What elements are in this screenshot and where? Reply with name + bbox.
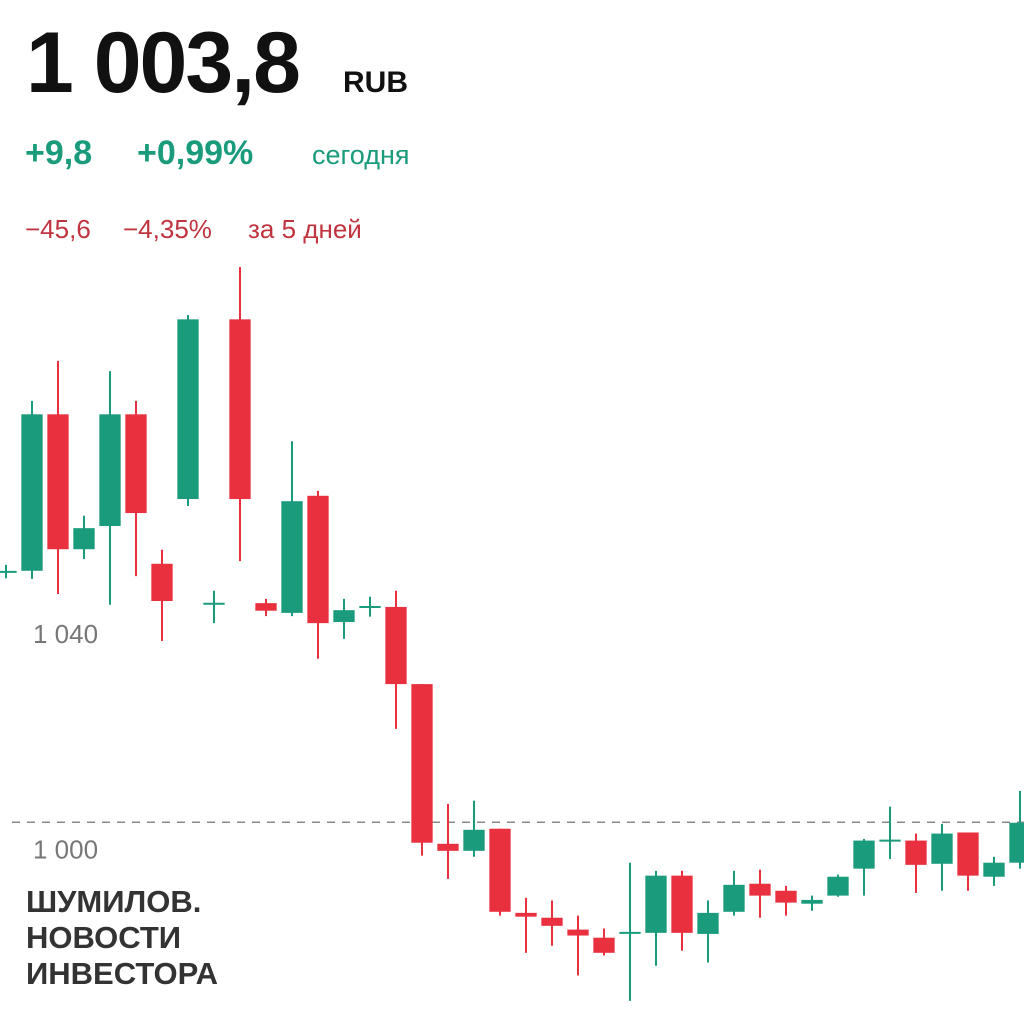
today-change-pct: +0,99%	[137, 134, 253, 172]
candle-body	[255, 603, 277, 611]
candle-body	[489, 828, 511, 912]
candle-body	[697, 912, 719, 934]
candle-body	[645, 875, 667, 933]
candle-body	[281, 501, 303, 613]
candle-body	[671, 875, 693, 933]
candle-body	[983, 862, 1005, 877]
candle-body	[21, 414, 43, 571]
candle-body	[99, 414, 121, 527]
candle-body	[151, 563, 173, 602]
plot: 1 040 1 000	[0, 267, 1024, 1001]
candle-body	[801, 899, 823, 904]
candle-body	[541, 917, 563, 926]
candle-body	[1009, 822, 1024, 863]
watermark-line: ШУМИЛОВ.	[26, 884, 201, 919]
candle-body	[749, 883, 771, 896]
candle-body	[515, 912, 537, 917]
week-label: за 5 дней	[248, 214, 362, 244]
price: 1 003,8	[26, 15, 299, 111]
y-tick-label: 1 000	[33, 835, 98, 865]
candle-body	[229, 319, 251, 500]
candle-body	[853, 840, 875, 869]
candle-body	[411, 684, 433, 843]
candle-body	[307, 495, 329, 624]
watermark-line: НОВОСТИ	[26, 920, 181, 955]
candle-body	[723, 884, 745, 912]
currency: RUB	[343, 66, 408, 99]
week-change-pct: −4,35%	[123, 214, 212, 244]
candle-body	[905, 840, 927, 865]
today-label: сегодня	[312, 140, 409, 170]
candle-body	[775, 890, 797, 903]
candle-body	[385, 606, 407, 685]
candle-body	[177, 319, 199, 500]
candle-body	[463, 829, 485, 851]
candle-body	[73, 528, 95, 550]
week-change: −45,6	[25, 214, 91, 244]
y-tick-label: 1 040	[33, 619, 98, 649]
candle-body	[47, 414, 69, 550]
today-change: +9,8	[25, 134, 92, 172]
watermark-line: ИНВЕСТОРА	[26, 956, 218, 991]
candle-body	[437, 843, 459, 851]
candle-body	[125, 414, 147, 514]
candle-body	[593, 937, 615, 953]
candle-body	[827, 876, 849, 896]
candle-body	[567, 929, 589, 936]
candle-body	[957, 832, 979, 876]
candle-body	[333, 610, 355, 623]
candle-body	[931, 833, 953, 864]
